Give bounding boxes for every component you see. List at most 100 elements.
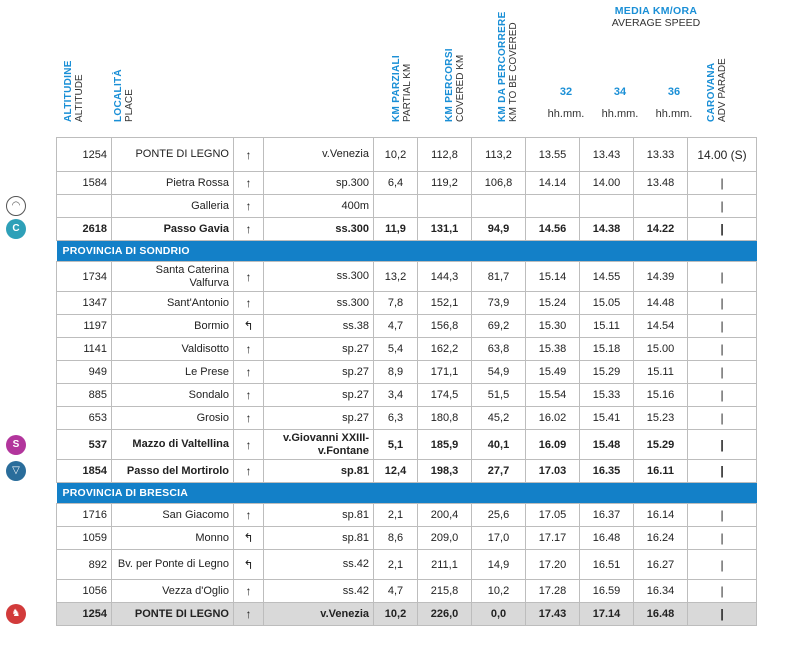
road-cell: ss.300 — [263, 291, 374, 315]
time-36-cell: 16.48 — [633, 602, 688, 626]
time-34-cell: 17.14 — [579, 602, 634, 626]
altitude-cell: 892 — [56, 549, 112, 580]
direction-arrow: ↑ — [233, 429, 264, 460]
time-34-cell: 16.35 — [579, 459, 634, 483]
altitude-cell: ▽ 1854 — [6, 459, 112, 483]
km-to-cover-cell: 17,0 — [471, 526, 526, 550]
km-to-cover-cell: 69,2 — [471, 314, 526, 338]
caravan-cell: | — [687, 602, 757, 626]
caravan-cell: | — [687, 429, 757, 460]
time-32-cell: 17.20 — [525, 549, 580, 580]
average-speed-header: MEDIA KM/ORA AVERAGE SPEED — [611, 5, 701, 29]
altitude-cell: 885 — [56, 383, 112, 407]
covered-km-cell: 185,9 — [417, 429, 472, 460]
covered-km-cell: 131,1 — [417, 217, 472, 241]
province-name: PROVINCIA DI SONDRIO — [56, 240, 757, 262]
table-row: ◠ Galleria ↑ 400m | — [6, 194, 757, 218]
table-row: 1059 Monno ↰ sp.81 8,6 209,0 17,0 17.17 16.48 16.… — [56, 526, 757, 550]
place-cell: PONTE DI LEGNO — [111, 602, 234, 626]
road-cell: sp.81 — [263, 503, 374, 527]
partial-km-cell: 12,4 — [373, 459, 418, 483]
caravan-cell: | — [687, 337, 757, 361]
finish-icon: ♞ — [6, 604, 26, 624]
time-34-cell: 13.43 — [579, 137, 634, 172]
covered-km-cell: 119,2 — [417, 171, 472, 195]
place-cell: PONTE DI LEGNO — [111, 137, 234, 172]
km-to-cover-cell: 0,0 — [471, 602, 526, 626]
province-name: PROVINCIA DI BRESCIA — [56, 482, 757, 504]
time-34-cell: 15.33 — [579, 383, 634, 407]
partial-km-cell: 8,6 — [373, 526, 418, 550]
table-row: ♞ 1254 PONTE DI LEGNO ↑ v.Venezia 10,2 226,0 0,… — [6, 602, 757, 626]
time-32-cell: 15.30 — [525, 314, 580, 338]
time-36-cell: 16.24 — [633, 526, 688, 550]
table-row: 1347 Sant'Antonio ↑ ss.300 7,8 152,1 73,9 15.24… — [56, 291, 757, 315]
covered-km-cell: 209,0 — [417, 526, 472, 550]
place-cell: Galleria — [111, 194, 234, 218]
time-36-cell: 14.22 — [633, 217, 688, 241]
altitude-value: 1854 — [82, 465, 107, 477]
place-header: LOCALITÀ PLACE — [113, 69, 135, 122]
caravan-cell: | — [687, 261, 757, 292]
direction-arrow: ↑ — [233, 360, 264, 384]
time-32-cell: 17.03 — [525, 459, 580, 483]
altitude-value: 1254 — [82, 608, 107, 620]
mortirolo-shield-icon: ▽ — [6, 461, 26, 481]
direction-arrow: ↑ — [233, 337, 264, 361]
km-to-cover-cell: 40,1 — [471, 429, 526, 460]
direction-arrow: ↑ — [233, 459, 264, 483]
covered-km-cell: 198,3 — [417, 459, 472, 483]
time-32-cell: 13.55 — [525, 137, 580, 172]
road-cell: sp.27 — [263, 406, 374, 430]
partial-km-cell: 13,2 — [373, 261, 418, 292]
km-to-cover-cell: 81,7 — [471, 261, 526, 292]
time-36-cell — [633, 194, 688, 218]
covered-km-cell: 152,1 — [417, 291, 472, 315]
caravan-cell: | — [687, 406, 757, 430]
time-34-cell: 15.11 — [579, 314, 634, 338]
km-to-cover-cell: 45,2 — [471, 406, 526, 430]
road-cell: sp.81 — [263, 526, 374, 550]
time-36-cell: 15.00 — [633, 337, 688, 361]
table-row: 1734 Santa Caterina Valfurva ↑ ss.300 13,2 14… — [56, 261, 757, 292]
time-32-cell: 15.24 — [525, 291, 580, 315]
time-36-cell: 16.11 — [633, 459, 688, 483]
altitude-cell: 1197 — [56, 314, 112, 338]
speed-32-header: 32 — [559, 86, 573, 98]
time-34-cell: 15.48 — [579, 429, 634, 460]
partial-km-cell: 2,1 — [373, 503, 418, 527]
partial-km-cell: 2,1 — [373, 549, 418, 580]
time-unit-label: hh.mm. — [547, 108, 585, 120]
km-to-cover-cell: 27,7 — [471, 459, 526, 483]
place-cell: Monno — [111, 526, 234, 550]
covered-km-cell: 171,1 — [417, 360, 472, 384]
table-row: 892 Bv. per Ponte di Legno ↰ ss.42 2,1 211,1 1… — [56, 549, 757, 580]
partial-km-cell: 6,4 — [373, 171, 418, 195]
covered-km-cell: 144,3 — [417, 261, 472, 292]
time-32-cell: 16.09 — [525, 429, 580, 460]
place-cell: Passo Gavia — [111, 217, 234, 241]
direction-arrow: ↑ — [233, 217, 264, 241]
direction-arrow: ↰ — [233, 549, 264, 580]
time-36-cell: 15.11 — [633, 360, 688, 384]
time-36-cell: 13.48 — [633, 171, 688, 195]
time-34-cell: 14.00 — [579, 171, 634, 195]
road-cell: ss.38 — [263, 314, 374, 338]
caravan-cell: | — [687, 549, 757, 580]
caravan-cell: | — [687, 194, 757, 218]
time-34-cell: 16.37 — [579, 503, 634, 527]
direction-arrow: ↑ — [233, 383, 264, 407]
partial-km-cell: 5,4 — [373, 337, 418, 361]
place-cell: Sant'Antonio — [111, 291, 234, 315]
caravan-cell: | — [687, 579, 757, 603]
partial-km-cell: 11,9 — [373, 217, 418, 241]
time-32-cell: 16.02 — [525, 406, 580, 430]
time-34-cell: 15.05 — [579, 291, 634, 315]
time-34-cell: 14.38 — [579, 217, 634, 241]
partial-km-cell: 5,1 — [373, 429, 418, 460]
time-34-cell: 15.18 — [579, 337, 634, 361]
time-32-cell: 15.54 — [525, 383, 580, 407]
place-cell: Passo del Mortirolo — [111, 459, 234, 483]
time-34-cell: 15.41 — [579, 406, 634, 430]
road-cell: sp.81 — [263, 459, 374, 483]
